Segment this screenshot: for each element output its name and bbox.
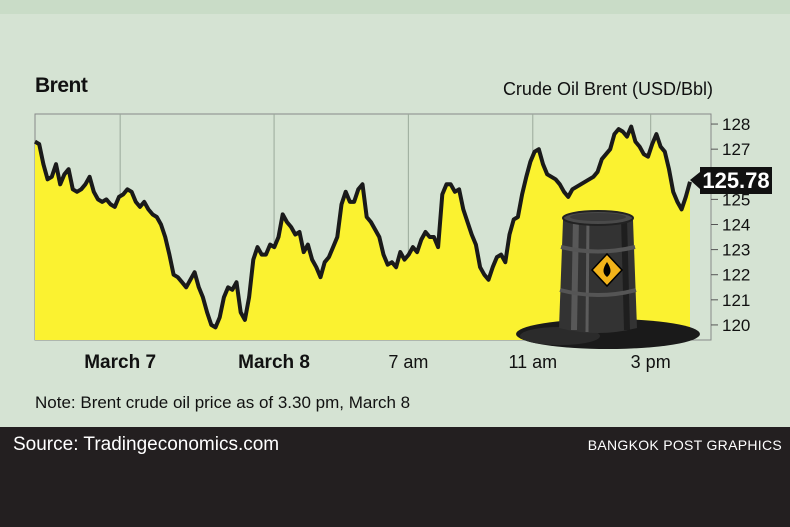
chart-subtitle: Crude Oil Brent (USD/Bbl)	[502, 79, 713, 99]
y-tick-label: 123	[722, 241, 750, 260]
x-tick-label: March 8	[238, 352, 310, 373]
last-value-marker: 125.78	[690, 167, 772, 194]
x-tick-label: 3 pm	[631, 352, 671, 372]
footer-bar	[0, 427, 790, 527]
y-tick-label: 128	[722, 115, 750, 134]
chart-note: Note: Brent crude oil price as of 3.30 p…	[35, 393, 411, 412]
x-tick-label: 11 am	[508, 352, 557, 372]
chart-title: Brent	[35, 74, 88, 97]
chart-area: 120121122123124125126127128 March 7March…	[33, 113, 772, 373]
y-axis-ticks: 120121122123124125126127128	[711, 115, 750, 335]
price-line	[33, 124, 692, 330]
y-tick-label: 120	[722, 316, 750, 335]
x-tick-label: 7 am	[388, 352, 428, 372]
y-tick-label: 127	[722, 140, 750, 159]
last-value-label: 125.78	[702, 168, 769, 193]
y-tick-label: 124	[722, 215, 750, 234]
x-tick-label: March 7	[84, 352, 156, 373]
y-tick-label: 125	[722, 190, 750, 209]
y-tick-label: 122	[722, 266, 750, 285]
y-tick-label: 121	[722, 291, 750, 310]
credit-text: BANGKOK POST GRAPHICS	[587, 437, 782, 453]
top-band	[0, 0, 790, 14]
source-text: Source: Tradingeconomics.com	[13, 434, 280, 455]
x-axis-ticks: March 7 March 8 7 am 11 am 3 pm	[84, 352, 670, 373]
oil-barrel-icon	[516, 210, 700, 349]
